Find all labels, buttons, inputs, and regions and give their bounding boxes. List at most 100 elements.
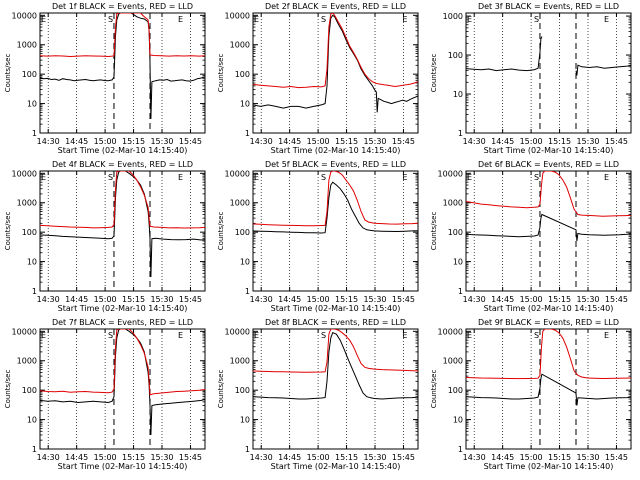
y-axis-label: Counts/sec <box>217 212 225 251</box>
panel-det-3: Det 3f BLACK = Events, RED = LLD 14:30 14:… <box>430 2 632 155</box>
y-tick-label: 1 <box>245 129 250 138</box>
y-tick-label: 10000 <box>225 327 250 336</box>
y-axis-label: Counts/sec <box>430 54 438 93</box>
end-marker-label: E <box>402 331 407 340</box>
x-tick-label: 15:15 <box>122 295 145 304</box>
y-tick-label: 1 <box>32 287 37 296</box>
y-axis-label: Counts/sec <box>430 212 438 251</box>
x-axis-label: Start Time (02-Mar-10 14:15:40) <box>484 146 614 155</box>
x-tick-label: 15:30 <box>150 137 173 146</box>
x-tick-label: 15:00 <box>307 137 330 146</box>
x-tick-label: 15:00 <box>520 137 543 146</box>
series-events <box>40 13 205 120</box>
x-tick-label: 14:45 <box>278 295 301 304</box>
y-tick-label: 1000 <box>443 12 463 21</box>
x-tick-label: 14:30 <box>37 453 60 462</box>
panel-det-4: Det 4f BLACK = Events, RED = LLD 14:30 14:… <box>4 160 206 313</box>
x-tick-label: 14:45 <box>491 137 514 146</box>
start-marker-label: S <box>321 15 326 24</box>
panel-det-5: Det 5f BLACK = Events, RED = LLD 14:30 14:… <box>217 160 419 313</box>
end-marker-label-left: E <box>254 15 259 24</box>
series-events <box>466 36 543 72</box>
y-tick-label: 1 <box>458 129 463 138</box>
y-tick-label: 1000 <box>17 357 37 366</box>
end-marker-label-left: E <box>41 173 46 182</box>
x-tick-label: 15:45 <box>392 137 415 146</box>
x-tick-label: 15:30 <box>150 295 173 304</box>
x-tick-label: 15:45 <box>392 453 415 462</box>
x-tick-label: 15:15 <box>335 137 358 146</box>
series-events <box>40 329 205 436</box>
x-tick-label: 14:30 <box>463 137 486 146</box>
x-tick-label: 14:45 <box>491 295 514 304</box>
x-tick-label: 15:15 <box>335 453 358 462</box>
x-tick-label: 15:15 <box>335 295 358 304</box>
y-tick-label: 1 <box>245 445 250 454</box>
x-tick-label: 14:45 <box>278 137 301 146</box>
panel-det-9: Det 9f BLACK = Events, RED = LLD 14:30 14:… <box>430 318 632 471</box>
y-tick-label: 10000 <box>438 169 463 178</box>
y-tick-label: 10000 <box>12 169 37 178</box>
x-tick-label: 15:30 <box>363 137 386 146</box>
x-tick-label: 15:45 <box>605 295 628 304</box>
series-lld <box>40 329 205 396</box>
end-marker-label-left: E <box>41 15 46 24</box>
y-axis-label: Counts/sec <box>4 370 12 409</box>
x-axis-label: Start Time (02-Mar-10 14:15:40) <box>58 462 188 471</box>
y-tick-label: 100 <box>22 228 37 237</box>
y-tick-label: 10 <box>27 416 37 425</box>
panel-title: Det 5f BLACK = Events, RED = LLD <box>265 160 406 169</box>
plot-frame <box>465 12 632 134</box>
series-lld <box>253 329 418 373</box>
y-tick-label: 1000 <box>17 199 37 208</box>
x-tick-label: 15:15 <box>548 453 571 462</box>
end-marker-label-left: E <box>254 331 259 340</box>
x-tick-label: 15:45 <box>605 453 628 462</box>
x-axis-label: Start Time (02-Mar-10 14:15:40) <box>484 462 614 471</box>
x-tick-label: 15:15 <box>122 453 145 462</box>
x-tick-label: 14:30 <box>250 453 273 462</box>
x-tick-label: 15:30 <box>363 453 386 462</box>
y-tick-label: 10 <box>453 258 463 267</box>
panel-title: Det 3f BLACK = Events, RED = LLD <box>478 2 619 11</box>
x-tick-label: 15:30 <box>363 295 386 304</box>
y-tick-label: 1000 <box>443 357 463 366</box>
panel-title: Det 2f BLACK = Events, RED = LLD <box>265 2 406 11</box>
x-tick-label: 15:45 <box>605 137 628 146</box>
end-marker-label: E <box>402 15 407 24</box>
end-marker-label: E <box>402 173 407 182</box>
x-tick-label: 15:45 <box>179 453 202 462</box>
y-tick-label: 10000 <box>12 327 37 336</box>
end-marker-label-left: E <box>254 173 259 182</box>
y-tick-label: 10000 <box>225 169 250 178</box>
x-tick-label: 14:30 <box>250 137 273 146</box>
x-tick-label: 14:45 <box>65 295 88 304</box>
y-tick-label: 10000 <box>12 11 37 20</box>
y-tick-label: 10 <box>27 258 37 267</box>
series-lld <box>40 171 205 229</box>
x-tick-label: 15:00 <box>307 295 330 304</box>
y-tick-label: 10 <box>240 416 250 425</box>
plot-frame <box>39 170 206 292</box>
x-tick-label: 15:15 <box>548 137 571 146</box>
x-tick-label: 14:30 <box>250 295 273 304</box>
series-lld <box>40 13 205 58</box>
y-tick-label: 10 <box>240 258 250 267</box>
x-tick-label: 15:30 <box>576 137 599 146</box>
x-axis-label: Start Time (02-Mar-10 14:15:40) <box>58 146 188 155</box>
y-tick-label: 10 <box>240 100 250 109</box>
start-marker-label: S <box>108 15 113 24</box>
panel-det-6: Det 6f BLACK = Events, RED = LLD 14:30 14:… <box>430 160 632 313</box>
x-tick-label: 15:00 <box>307 453 330 462</box>
start-marker-label: S <box>534 15 539 24</box>
x-tick-label: 14:45 <box>65 137 88 146</box>
panel-title: Det 4f BLACK = Events, RED = LLD <box>52 160 193 169</box>
x-tick-label: 14:30 <box>463 295 486 304</box>
end-marker-label-left: E <box>467 331 472 340</box>
x-axis-label: Start Time (02-Mar-10 14:15:40) <box>58 304 188 313</box>
y-tick-label: 100 <box>22 70 37 79</box>
x-tick-label: 15:30 <box>576 453 599 462</box>
x-tick-label: 15:00 <box>94 295 117 304</box>
x-tick-label: 15:45 <box>179 137 202 146</box>
